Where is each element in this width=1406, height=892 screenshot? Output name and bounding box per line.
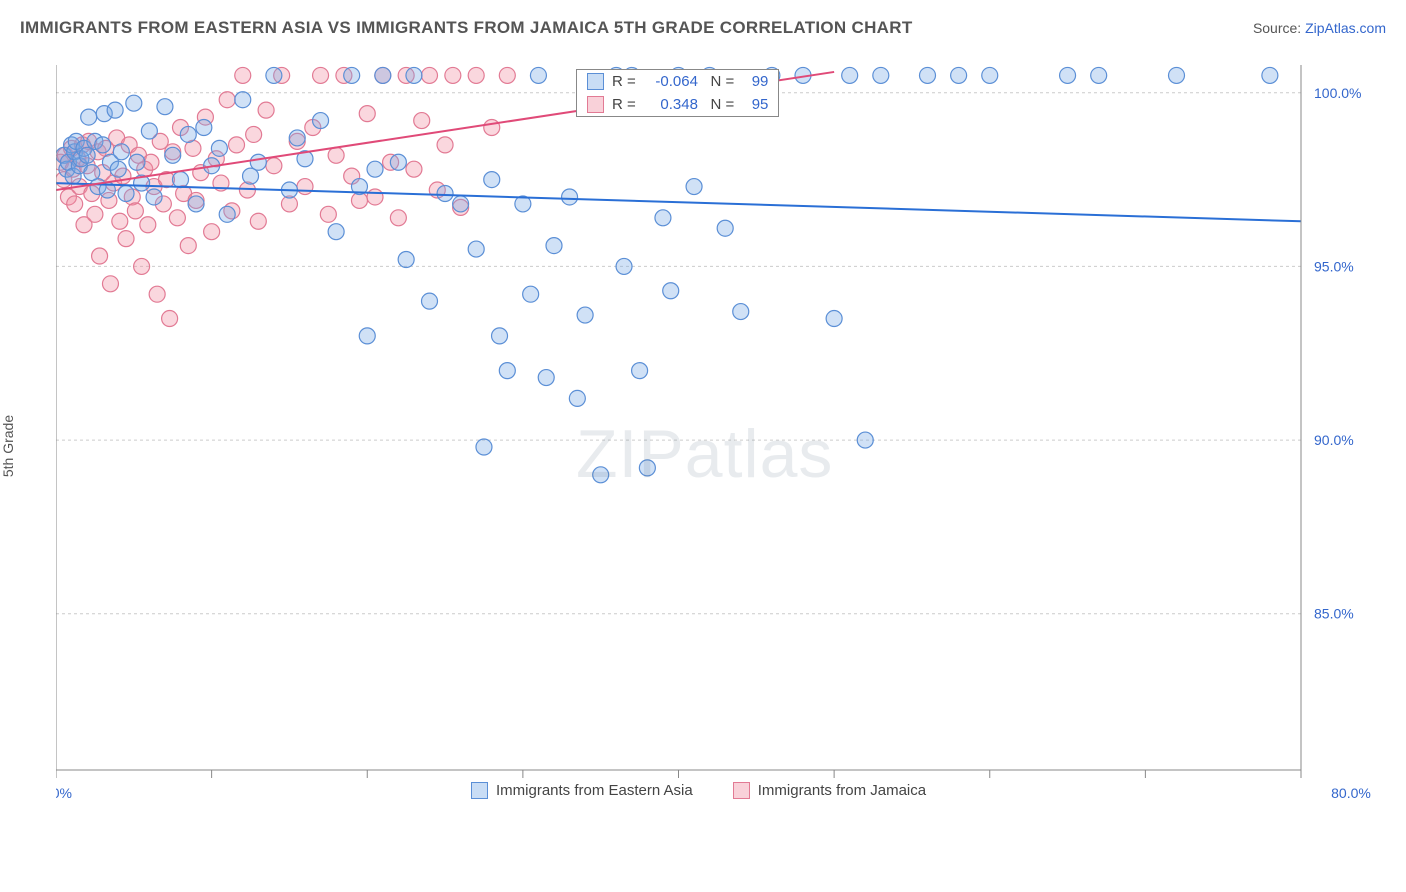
legend-label: Immigrants from Jamaica [758,782,926,799]
source-attribution: Source: ZipAtlas.com [1253,20,1386,36]
legend-swatch [587,96,604,113]
legend-text: R = -0.064 N = 99 [612,73,768,90]
chart-svg: 85.0% 90.0% 95.0% 100.0% 0.0% 80.0% [56,60,1394,820]
bottom-legend-item: Immigrants from Eastern Asia [471,782,693,799]
stats-legend-row: R = 0.348 N = 95 [577,93,778,116]
legend-text: R = 0.348 N = 95 [612,96,768,113]
bottom-legend-item: Immigrants from Jamaica [733,782,926,799]
svg-text:85.0%: 85.0% [1314,606,1354,622]
stats-legend: R = -0.064 N = 99 R = 0.348 N = 95 [576,69,779,117]
header-row: IMMIGRANTS FROM EASTERN ASIA VS IMMIGRAN… [20,18,1386,38]
legend-swatch [587,73,604,90]
source-link[interactable]: ZipAtlas.com [1305,20,1386,36]
svg-text:80.0%: 80.0% [1331,785,1371,801]
legend-swatch [733,782,750,799]
chart-title: IMMIGRANTS FROM EASTERN ASIA VS IMMIGRAN… [20,18,913,38]
source-label: Source: [1253,20,1301,36]
legend-swatch [471,782,488,799]
svg-text:100.0%: 100.0% [1314,85,1361,101]
y-axis-label: 5th Grade [0,415,16,477]
svg-text:90.0%: 90.0% [1314,432,1354,448]
svg-text:0.0%: 0.0% [56,785,72,801]
svg-text:95.0%: 95.0% [1314,258,1354,274]
plot-area: 85.0%90.0%95.0%100.0% 0.0%80.0% ZIPatlas… [56,60,1394,820]
scatter-layer [56,67,1278,482]
legend-label: Immigrants from Eastern Asia [496,782,693,799]
stats-legend-row: R = -0.064 N = 99 [577,70,778,93]
bottom-legend: Immigrants from Eastern Asia Immigrants f… [471,782,926,799]
